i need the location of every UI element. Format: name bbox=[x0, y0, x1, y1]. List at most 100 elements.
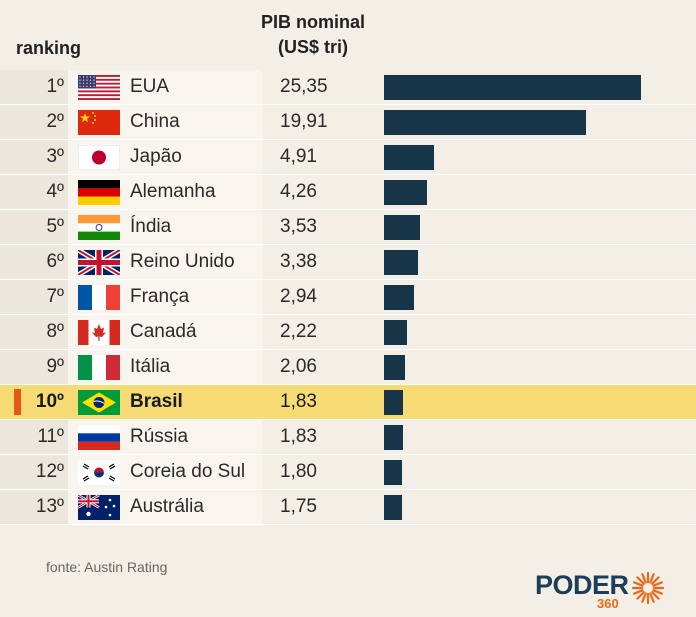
row-separator bbox=[0, 419, 696, 420]
table-row: 10º Brasil 1,83 bbox=[0, 385, 696, 420]
table-row: 8º Canadá 2,22 bbox=[0, 315, 696, 350]
rank-label: 13º bbox=[35, 496, 64, 517]
gdp-bar bbox=[384, 320, 407, 345]
country-name: Índia bbox=[130, 216, 172, 237]
country-name: Canadá bbox=[130, 321, 197, 342]
gdp-value: 2,22 bbox=[280, 321, 317, 342]
gdp-bar bbox=[384, 355, 405, 380]
table-row: 13º Austrália 1,75 bbox=[0, 490, 696, 525]
uk-flag-icon bbox=[76, 247, 122, 278]
country-name: Coreia do Sul bbox=[130, 461, 246, 482]
gdp-bar bbox=[384, 180, 427, 205]
gdp-bar bbox=[384, 460, 402, 485]
country-name: EUA bbox=[130, 76, 170, 97]
source-note: fonte: Austin Rating bbox=[46, 559, 168, 575]
south-korea-flag-icon bbox=[78, 460, 120, 485]
row-separator bbox=[0, 104, 696, 105]
gdp-bar bbox=[384, 215, 420, 240]
country-name: Alemanha bbox=[130, 181, 216, 202]
table-row: 1º EUA 25,35 bbox=[0, 70, 696, 105]
country-name: França bbox=[130, 286, 190, 307]
sunburst-icon bbox=[631, 571, 665, 605]
row-bar-area bbox=[262, 385, 696, 419]
gdp-bar bbox=[384, 110, 586, 135]
country-name: Itália bbox=[130, 356, 171, 377]
table-row: 12º Coreia do Sul 1,80 bbox=[0, 455, 696, 490]
table-row: 4º Alemanha 4,26 bbox=[0, 175, 696, 210]
japan-flag-icon bbox=[77, 144, 121, 171]
row-separator bbox=[0, 384, 696, 385]
gdp-bar bbox=[384, 285, 414, 310]
china-flag-icon bbox=[78, 110, 120, 135]
row-separator bbox=[0, 244, 696, 245]
rank-label: 11º bbox=[37, 426, 64, 447]
rank-label: 4º bbox=[46, 181, 64, 202]
row-separator bbox=[0, 489, 696, 490]
row-separator bbox=[0, 174, 696, 175]
country-name: Austrália bbox=[130, 496, 204, 517]
gdp-header: PIB nominal (US$ tri) bbox=[238, 10, 388, 60]
rank-label: 5º bbox=[46, 216, 64, 237]
rank-label: 8º bbox=[46, 321, 64, 342]
country-name: Rússia bbox=[130, 426, 189, 447]
brazil-flag-icon bbox=[78, 390, 120, 415]
country-name: China bbox=[130, 111, 180, 132]
rank-label: 10º bbox=[35, 391, 64, 412]
germany-flag-icon bbox=[78, 180, 120, 205]
country-name: Reino Unido bbox=[130, 251, 235, 272]
row-separator bbox=[0, 139, 696, 140]
gdp-header-line2: (US$ tri) bbox=[277, 37, 348, 57]
rank-label: 7º bbox=[46, 286, 64, 307]
table-row: 11º Rússia 1,83 bbox=[0, 420, 696, 455]
country-name: Japão bbox=[130, 146, 182, 167]
country-name: Brasil bbox=[130, 391, 183, 412]
table-row: 6º Reino Unido 3,38 bbox=[0, 245, 696, 280]
gdp-value: 3,38 bbox=[280, 251, 317, 272]
gdp-bar bbox=[384, 250, 418, 275]
gdp-bar bbox=[384, 145, 434, 170]
russia-flag-icon bbox=[78, 425, 120, 450]
gdp-value: 2,06 bbox=[280, 356, 317, 377]
rank-label: 3º bbox=[46, 146, 64, 167]
row-separator bbox=[0, 454, 696, 455]
gdp-value: 1,83 bbox=[280, 426, 317, 447]
gdp-value: 3,53 bbox=[280, 216, 317, 237]
usa-flag-icon bbox=[78, 75, 120, 101]
rank-label: 2º bbox=[46, 111, 64, 132]
gdp-bar bbox=[384, 390, 403, 415]
gdp-value: 1,75 bbox=[280, 496, 317, 517]
ranking-header: ranking bbox=[16, 38, 82, 58]
gdp-value: 1,83 bbox=[280, 391, 317, 412]
logo-sub: 360 bbox=[597, 596, 619, 611]
row-separator bbox=[0, 279, 696, 280]
rank-label: 1º bbox=[46, 76, 64, 97]
gdp-bar bbox=[384, 75, 641, 100]
row-separator bbox=[0, 209, 696, 210]
gdp-header-line1: PIB nominal bbox=[260, 12, 365, 32]
table-row: 5º Índia 3,53 bbox=[0, 210, 696, 245]
row-separator bbox=[0, 314, 696, 315]
gdp-value: 4,91 bbox=[280, 146, 317, 167]
logo-text: PODER bbox=[535, 570, 629, 600]
rank-label: 9º bbox=[46, 356, 64, 377]
highlight-marker bbox=[14, 389, 21, 415]
table-row: 9º Itália 2,06 bbox=[0, 350, 696, 385]
row-separator bbox=[0, 349, 696, 350]
row-separator bbox=[0, 524, 696, 525]
canada-flag-icon bbox=[78, 320, 120, 345]
poder360-logo: PODER 360 bbox=[535, 570, 675, 614]
gdp-value: 19,91 bbox=[280, 111, 328, 132]
gdp-value: 4,26 bbox=[280, 181, 317, 202]
rank-label: 6º bbox=[46, 251, 64, 272]
india-flag-icon bbox=[78, 215, 120, 240]
table-row: 2º China 19,91 bbox=[0, 105, 696, 140]
gdp-bar bbox=[384, 425, 403, 450]
gdp-value: 2,94 bbox=[280, 286, 317, 307]
table-row: 7º França 2,94 bbox=[0, 280, 696, 315]
italy-flag-icon bbox=[78, 355, 120, 380]
rank-label: 12º bbox=[35, 461, 64, 482]
gdp-bar bbox=[384, 495, 402, 520]
table-row: 3º Japão 4,91 bbox=[0, 140, 696, 175]
gdp-value: 25,35 bbox=[280, 76, 328, 97]
australia-flag-icon bbox=[77, 493, 120, 520]
